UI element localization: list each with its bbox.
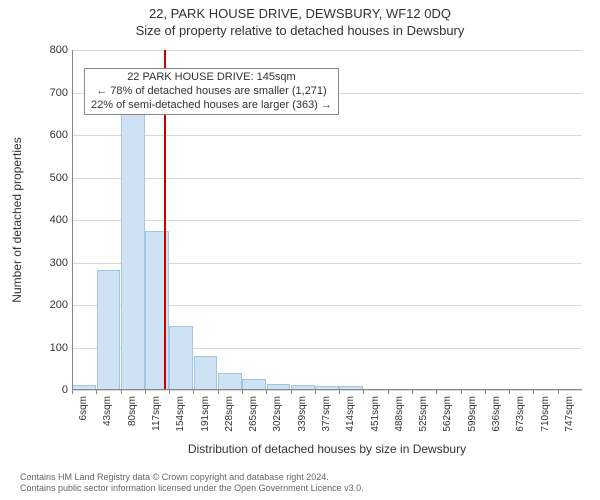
y-tick-label: 400	[28, 214, 68, 226]
footer-line-1: Contains HM Land Registry data © Crown c…	[20, 472, 364, 483]
y-tick-label: 500	[28, 172, 68, 184]
x-tick-label: 377sqm	[321, 396, 332, 432]
x-tick	[169, 390, 170, 394]
y-axis-line	[72, 50, 73, 390]
x-tick	[193, 390, 194, 394]
x-tick-label: 43sqm	[102, 396, 113, 426]
x-tick-label: 191sqm	[200, 396, 211, 432]
x-tick-label: 6sqm	[78, 396, 89, 420]
x-tick	[533, 390, 534, 394]
y-tick-label: 300	[28, 257, 68, 269]
x-tick	[72, 390, 73, 394]
x-tick	[266, 390, 267, 394]
x-tick-label: 80sqm	[127, 396, 138, 426]
x-tick-label: 710sqm	[540, 396, 551, 432]
x-tick	[242, 390, 243, 394]
y-gridline	[72, 135, 582, 136]
x-tick-label: 339sqm	[297, 396, 308, 432]
histogram-bar	[194, 356, 218, 390]
x-tick	[339, 390, 340, 394]
y-tick-label: 800	[28, 44, 68, 56]
x-tick	[96, 390, 97, 394]
x-tick	[461, 390, 462, 394]
x-tick	[363, 390, 364, 394]
annotation-line: 22 PARK HOUSE DRIVE: 145sqm	[91, 71, 332, 85]
y-gridline	[72, 178, 582, 179]
x-tick	[291, 390, 292, 394]
histogram-bar	[218, 373, 242, 390]
x-tick	[388, 390, 389, 394]
x-tick	[121, 390, 122, 394]
x-tick	[558, 390, 559, 394]
x-tick-label: 525sqm	[418, 396, 429, 432]
histogram-bar	[169, 326, 193, 390]
x-tick-label: 154sqm	[175, 396, 186, 432]
x-tick	[436, 390, 437, 394]
footer-line-2: Contains public sector information licen…	[20, 483, 364, 494]
annotation-line: ← 78% of detached houses are smaller (1,…	[91, 85, 332, 99]
annotation-line: 22% of semi-detached houses are larger (…	[91, 99, 332, 113]
x-tick-label: 451sqm	[370, 396, 381, 432]
y-gridline	[72, 390, 582, 391]
y-tick-label: 200	[28, 299, 68, 311]
x-tick	[509, 390, 510, 394]
annotation-box: 22 PARK HOUSE DRIVE: 145sqm← 78% of deta…	[84, 68, 339, 115]
x-tick	[412, 390, 413, 394]
footer-attribution: Contains HM Land Registry data © Crown c…	[20, 472, 364, 494]
histogram-bar	[97, 270, 121, 390]
y-tick-label: 600	[28, 129, 68, 141]
y-gridline	[72, 220, 582, 221]
page-title: 22, PARK HOUSE DRIVE, DEWSBURY, WF12 0DQ	[0, 0, 600, 21]
x-tick-label: 414sqm	[345, 396, 356, 432]
y-tick-label: 0	[28, 384, 68, 396]
x-tick-label: 302sqm	[272, 396, 283, 432]
x-tick	[218, 390, 219, 394]
x-tick-label: 562sqm	[442, 396, 453, 432]
x-axis-line	[72, 389, 582, 390]
y-axis-title: Number of detached properties	[10, 55, 24, 220]
x-tick-label: 673sqm	[515, 396, 526, 432]
x-tick-label: 228sqm	[224, 396, 235, 432]
y-gridline	[72, 50, 582, 51]
chart-subtitle: Size of property relative to detached ho…	[0, 21, 600, 38]
x-tick-label: 599sqm	[467, 396, 478, 432]
x-tick-label: 488sqm	[394, 396, 405, 432]
x-axis-title: Distribution of detached houses by size …	[72, 442, 582, 456]
x-tick-label: 636sqm	[491, 396, 502, 432]
x-tick	[485, 390, 486, 394]
y-tick-label: 700	[28, 87, 68, 99]
x-tick-label: 265sqm	[248, 396, 259, 432]
histogram-bar	[121, 95, 145, 390]
x-tick-label: 747sqm	[564, 396, 575, 432]
x-tick	[315, 390, 316, 394]
x-tick	[145, 390, 146, 394]
chart-plot-area: 01002003004005006007008006sqm43sqm80sqm1…	[72, 50, 582, 390]
y-tick-label: 100	[28, 342, 68, 354]
x-tick-label: 117sqm	[151, 396, 162, 431]
